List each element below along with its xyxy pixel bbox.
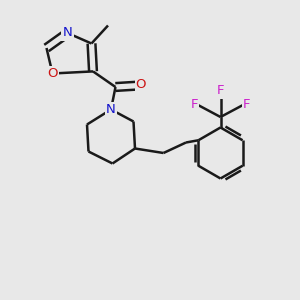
Text: N: N (106, 103, 116, 116)
Text: F: F (243, 98, 250, 112)
Text: F: F (217, 84, 224, 98)
Text: F: F (191, 98, 198, 112)
Text: N: N (63, 26, 72, 40)
Text: O: O (136, 77, 146, 91)
Text: O: O (47, 67, 58, 80)
